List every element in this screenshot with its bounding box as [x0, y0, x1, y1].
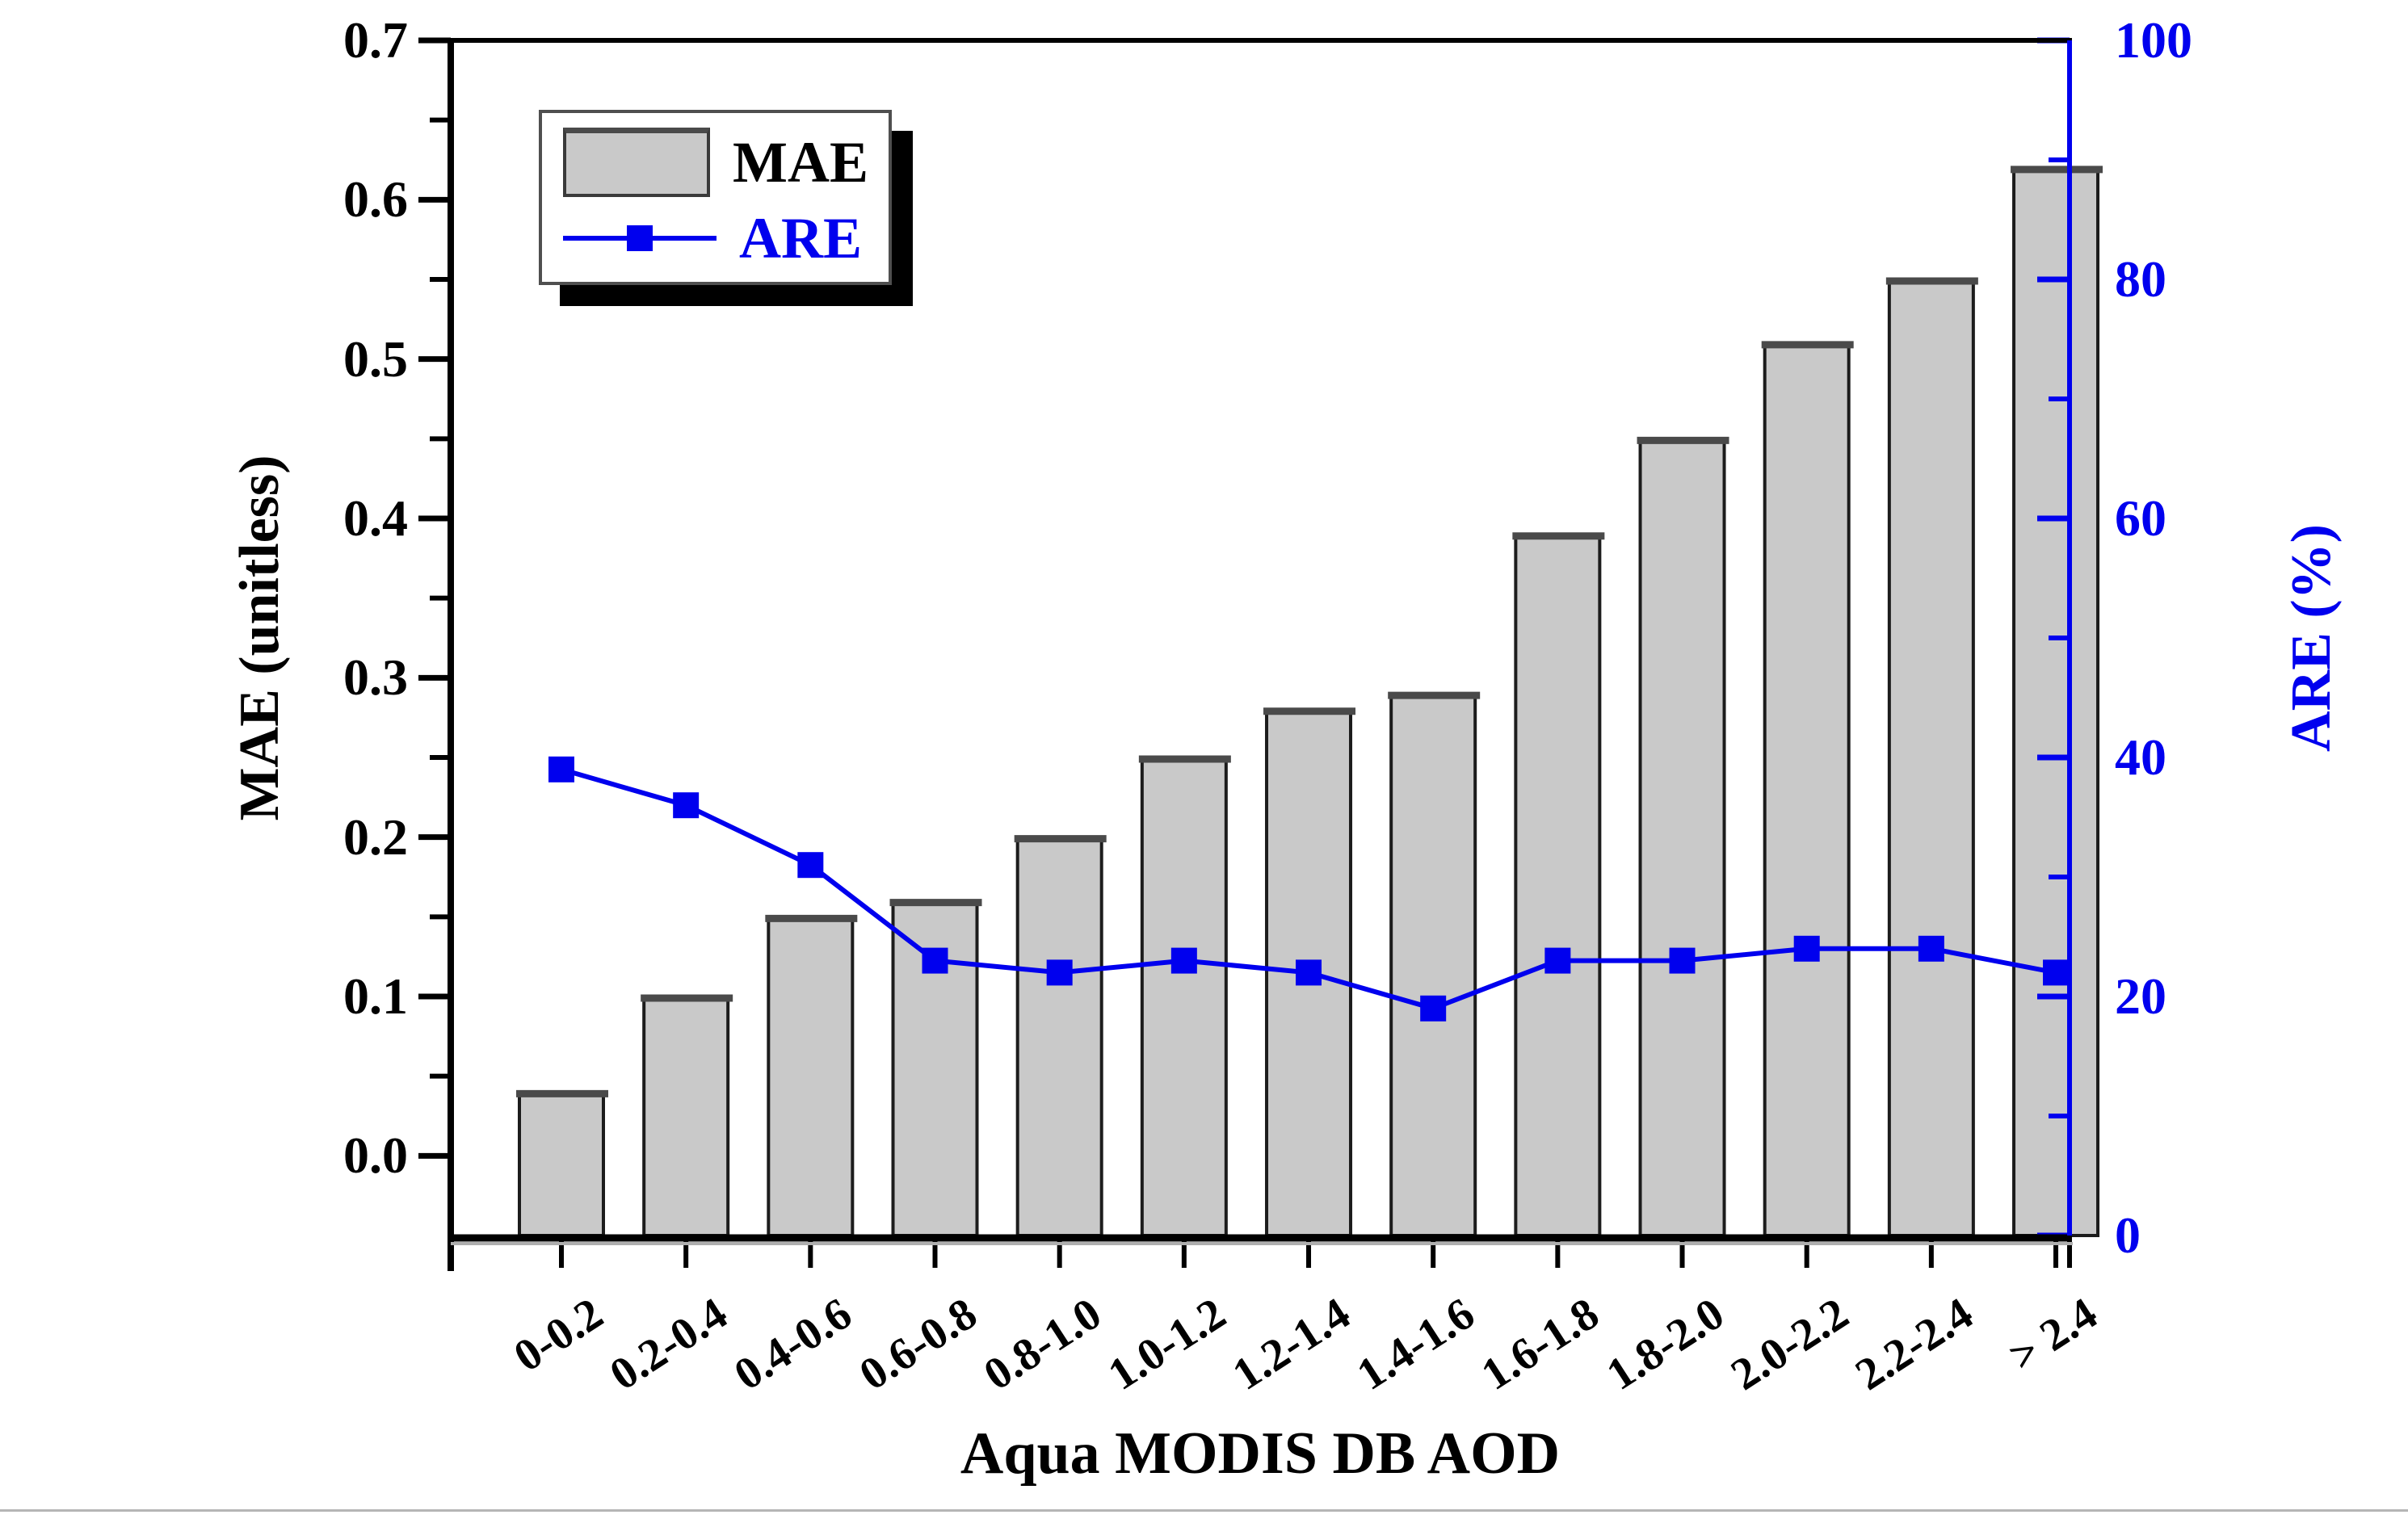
left-axis-title: MAE (unitless) [229, 455, 291, 821]
left-axis-tick-label: 0.2 [343, 808, 408, 866]
legend: MAE ARE [539, 110, 892, 285]
mae-bars [516, 166, 2103, 1238]
are-marker [797, 852, 824, 879]
are-marker [1296, 959, 1322, 986]
are-marker [1793, 935, 1820, 962]
mae-bar [1389, 692, 1477, 1237]
mae-bar [518, 1090, 605, 1238]
mae-bar [1763, 341, 1851, 1237]
right-axis-title: ARE (%) [2280, 524, 2343, 752]
left-axis-tick-label: 0.3 [343, 648, 408, 707]
are-marker [1669, 947, 1696, 974]
are-marker [922, 947, 948, 974]
are-marker [1046, 959, 1073, 986]
left-axis-tick-label: 0.0 [343, 1127, 408, 1185]
left-axis-tick-label: 0.7 [343, 11, 408, 69]
mae-bar-swatch-icon [563, 127, 710, 197]
legend-label-mae: MAE [733, 129, 868, 195]
right-axis-tick-label: 80 [2115, 250, 2166, 308]
are-line-marker-icon [563, 224, 717, 253]
left-axis-tick-label: 0.6 [343, 170, 408, 229]
are-marker [673, 792, 700, 819]
right-axis-tick-label: 100 [2115, 11, 2192, 69]
left-axis-tick-label: 0.1 [343, 967, 408, 1025]
right-axis-tick-label: 40 [2115, 728, 2166, 786]
are-marker [1420, 995, 1447, 1022]
legend-label-are: ARE [739, 206, 863, 271]
are-marker [1170, 947, 1197, 974]
are-marker [2043, 959, 2070, 986]
are-markers [548, 756, 2070, 1022]
mae-bar [642, 995, 730, 1237]
left-axis-ticks [418, 37, 451, 1159]
left-axis-tick-label: 0.4 [343, 489, 408, 547]
are-marker [1544, 947, 1571, 974]
mae-bar [1638, 437, 1726, 1237]
right-axis-tick-label: 0 [2115, 1206, 2141, 1264]
are-marker [1918, 935, 1944, 962]
mae-bar [1015, 835, 1103, 1237]
mae-bar [1140, 756, 1228, 1237]
right-axis-tick-label: 60 [2115, 489, 2166, 547]
left-axis-tick-label: 0.5 [343, 329, 408, 388]
are-marker [548, 756, 574, 782]
legend-item-are: ARE [563, 209, 889, 267]
mae-bar [1887, 278, 1975, 1237]
mae-bar [2012, 166, 2100, 1237]
mae-bar [767, 915, 855, 1238]
legend-item-mae: MAE [563, 127, 889, 197]
page-bottom-rule [0, 1509, 2408, 1512]
x-axis-title: Aqua MODIS DB AOD [960, 1420, 1561, 1487]
right-axis-tick-label: 20 [2115, 967, 2166, 1025]
mae-bar [1514, 532, 1602, 1237]
plot-frame [448, 38, 2073, 1245]
